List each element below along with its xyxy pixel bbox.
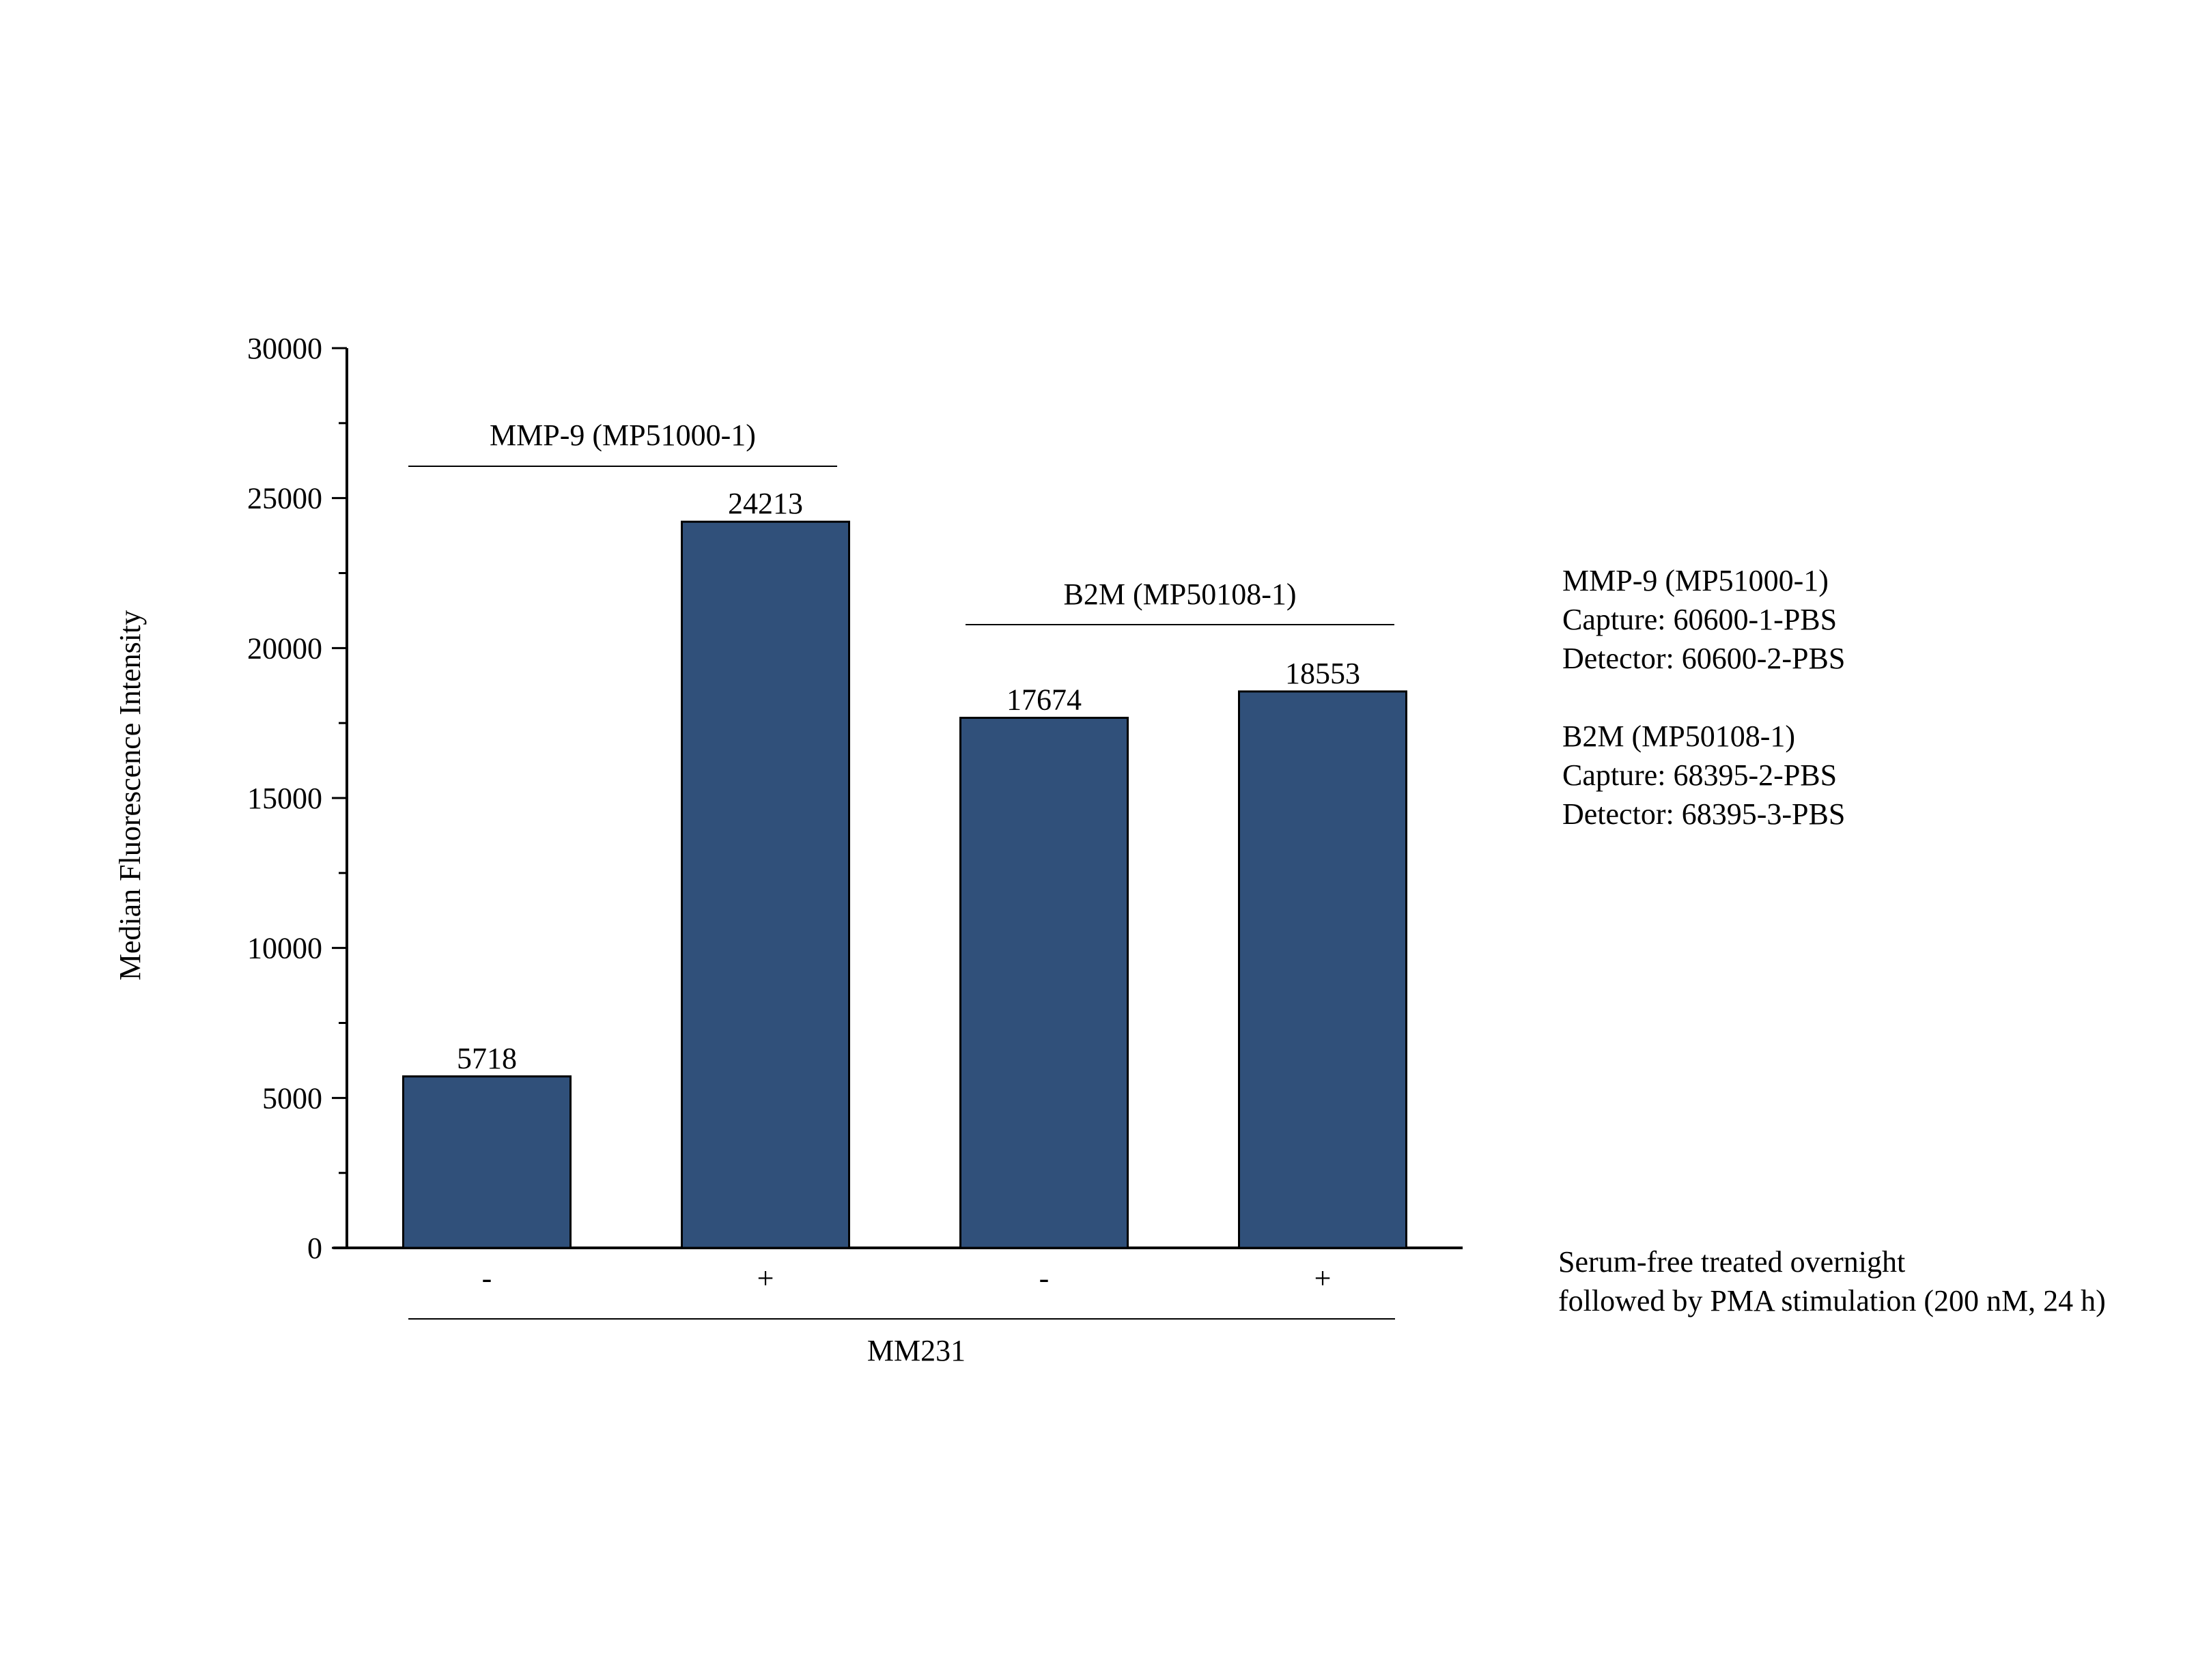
bar xyxy=(1238,690,1407,1249)
labels: 0 5000 10000 15000 20000 25000 30000 5718 - 24213… xyxy=(247,332,1360,1295)
note-b2m-title: B2M (MP50108-1) xyxy=(1562,720,1796,753)
note-mmp9-title: MMP-9 (MP51000-1) xyxy=(1562,564,1829,597)
y-tick-label: 20000 xyxy=(247,631,322,665)
x-tick-label: + xyxy=(1314,1262,1332,1295)
treatment-note: Serum-free treated overnight followed by… xyxy=(1558,1242,2106,1320)
x-tick-label: - xyxy=(1039,1262,1050,1295)
note-b2m-capture: Capture: 68395-2-PBS xyxy=(1562,758,1838,792)
bar xyxy=(959,717,1129,1249)
treatment-note-line-1: Serum-free treated overnight xyxy=(1558,1245,1906,1279)
y-axis-label: Median Fluorescence Intensity xyxy=(113,610,147,981)
bars xyxy=(402,520,1407,1249)
note-mmp9-capture: Capture: 60600-1-PBS xyxy=(1562,603,1838,636)
note-mmp9-detector: Detector: 60600-2-PBS xyxy=(1562,642,1846,675)
bar xyxy=(402,1075,572,1249)
data-label: 17674 xyxy=(1006,683,1082,717)
group-label: MMP-9 (MP51000-1) xyxy=(490,418,756,452)
y-tick-label: 30000 xyxy=(247,332,322,365)
y-tick-label: 25000 xyxy=(247,482,322,515)
y-tick-label: 15000 xyxy=(247,782,322,815)
bar xyxy=(681,520,850,1249)
data-label: 5718 xyxy=(457,1042,517,1075)
y-tick-label: 10000 xyxy=(247,932,322,965)
x-tick-label: - xyxy=(482,1262,492,1295)
group-label: B2M (MP50108-1) xyxy=(1063,578,1296,611)
assay-notes: MMP-9 (MP51000-1) Capture: 60600-1-PBS D… xyxy=(1562,561,1845,834)
x-tick-label: + xyxy=(757,1262,774,1295)
treatment-note-line-2: followed by PMA stimulation (200 nM, 24 … xyxy=(1558,1284,2106,1318)
x-axis-label: MM231 xyxy=(867,1334,966,1367)
data-label: 18553 xyxy=(1285,657,1360,690)
note-b2m-detector: Detector: 68395-3-PBS xyxy=(1562,797,1846,831)
y-tick-label: 0 xyxy=(307,1231,322,1265)
y-tick-label: 5000 xyxy=(262,1081,322,1115)
data-label: 24213 xyxy=(728,487,803,520)
